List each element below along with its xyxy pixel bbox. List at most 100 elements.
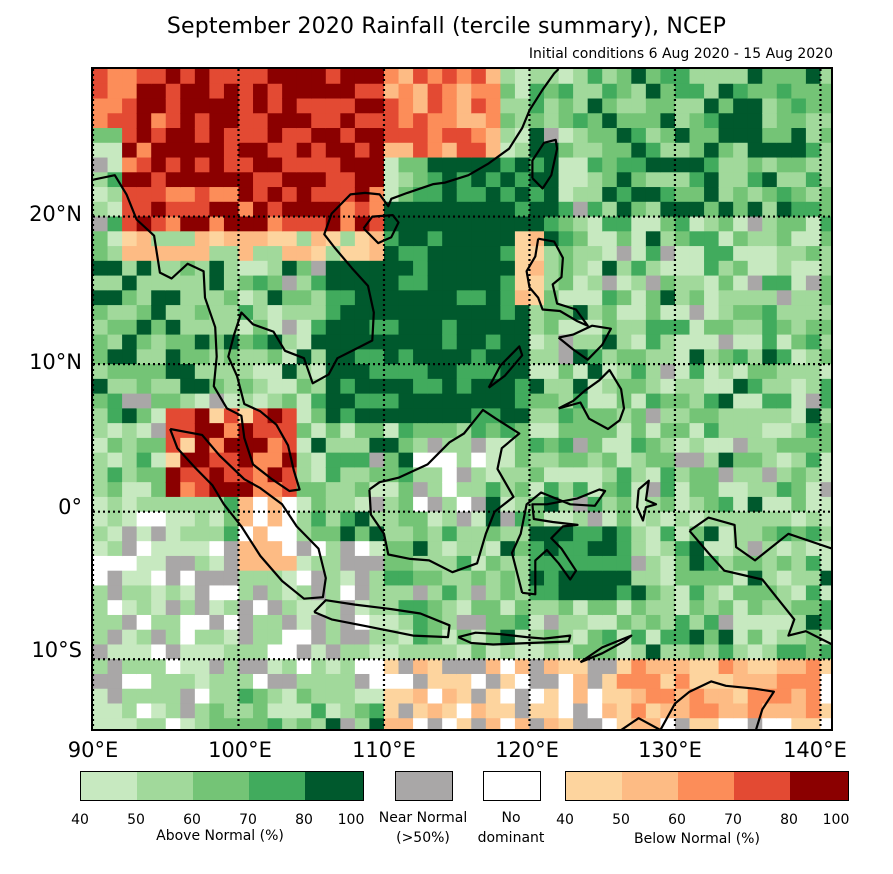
tercile-cell — [209, 275, 225, 291]
tercile-cell — [223, 482, 240, 498]
tercile-cell — [718, 142, 734, 159]
tercile-cell — [645, 157, 662, 173]
tercile-cell — [325, 644, 341, 660]
tercile-cell — [427, 157, 443, 173]
tercile-cell — [442, 349, 458, 365]
tercile-cell — [311, 629, 327, 646]
tercile-cell — [558, 172, 574, 188]
tercile-cell — [645, 113, 662, 129]
tercile-cell — [674, 98, 691, 114]
tercile-cell — [354, 290, 371, 306]
tercile-cell — [456, 334, 472, 350]
tercile-cell — [820, 231, 831, 247]
tercile-cell — [442, 673, 458, 690]
tercile-cell — [500, 423, 516, 439]
tercile-cell — [776, 98, 792, 114]
tercile-cell — [369, 216, 385, 232]
tercile-cell — [631, 408, 647, 424]
tercile-cell — [805, 644, 822, 660]
tercile-cell — [238, 718, 254, 729]
tercile-cell — [107, 644, 123, 660]
tercile-cell — [674, 526, 691, 542]
tercile-cell — [223, 437, 240, 454]
tercile-cell — [689, 688, 705, 705]
tercile-cell — [616, 98, 632, 114]
tercile-cell — [733, 246, 749, 262]
tercile-cell — [456, 496, 472, 513]
tercile-cell — [456, 364, 472, 380]
tercile-cells — [93, 69, 831, 729]
tercile-cell — [500, 246, 516, 262]
tercile-cell — [427, 393, 443, 409]
tercile-cell — [253, 585, 269, 601]
tercile-cell — [209, 83, 225, 100]
tercile-cell — [223, 290, 240, 306]
tercile-cell — [136, 644, 152, 660]
tercile-cell — [267, 703, 283, 719]
tercile-cell — [165, 482, 181, 498]
tercile-cell — [325, 452, 341, 468]
tercile-cell — [282, 452, 298, 468]
tercile-cell — [616, 526, 632, 542]
tercile-cell — [485, 452, 501, 468]
tercile-cell — [747, 98, 763, 114]
tercile-cell — [194, 334, 210, 350]
tercile-cell — [165, 364, 181, 380]
tercile-cell — [136, 437, 152, 454]
tercile-cell — [762, 364, 778, 380]
tercile-cell — [733, 614, 749, 631]
tercile-cell — [471, 614, 487, 631]
tercile-cell — [718, 659, 734, 675]
tercile-cell — [704, 541, 720, 557]
tercile-cell — [136, 201, 152, 218]
tercile-cell — [369, 526, 385, 542]
tercile-cell — [718, 201, 734, 218]
tercile-cell — [616, 511, 632, 528]
tercile-cell — [165, 275, 181, 291]
tercile-cell — [645, 305, 662, 321]
tercile-cell — [704, 629, 720, 646]
tercile-cell — [485, 275, 501, 291]
tercile-cell — [660, 614, 676, 631]
tercile-cell — [820, 541, 831, 557]
tercile-cell — [136, 83, 152, 100]
tercile-cell — [805, 585, 822, 601]
tercile-cell — [413, 659, 429, 675]
tercile-cell — [645, 69, 662, 85]
tercile-cell — [674, 260, 691, 277]
tercile-cell — [165, 393, 181, 409]
tercile-cell — [369, 570, 385, 587]
tercile-cell — [471, 349, 487, 365]
tercile-cell — [573, 644, 589, 660]
tercile-cell — [383, 393, 400, 409]
tercile-cell — [558, 113, 574, 129]
tercile-cell — [514, 246, 531, 262]
tercile-cell — [602, 423, 618, 439]
tercile-cell — [442, 142, 458, 159]
tercile-cell — [820, 452, 831, 468]
tercile-cell — [136, 128, 152, 144]
tercile-cell — [325, 437, 341, 454]
tercile-cell — [427, 349, 443, 365]
tercile-cell — [383, 275, 400, 291]
tercile-cell — [733, 98, 749, 114]
tercile-cell — [180, 511, 196, 528]
tercile-cell — [718, 423, 734, 439]
tercile-cell — [209, 128, 225, 144]
tercile-cell — [631, 496, 647, 513]
tercile-cell — [791, 216, 807, 232]
tercile-cell — [107, 98, 123, 114]
tercile-cell — [369, 703, 385, 719]
tercile-cell — [602, 83, 618, 100]
tercile-cell — [93, 555, 109, 572]
tercile-cell — [500, 69, 516, 85]
tercile-cell — [733, 83, 749, 100]
tercile-cell — [544, 216, 560, 232]
tercile-cell — [573, 128, 589, 144]
tercile-cell — [631, 423, 647, 439]
tercile-cell — [253, 305, 269, 321]
tercile-cell — [296, 334, 312, 350]
tercile-cell — [413, 673, 429, 690]
tercile-cell — [253, 423, 269, 439]
tercile-cell — [456, 600, 472, 616]
